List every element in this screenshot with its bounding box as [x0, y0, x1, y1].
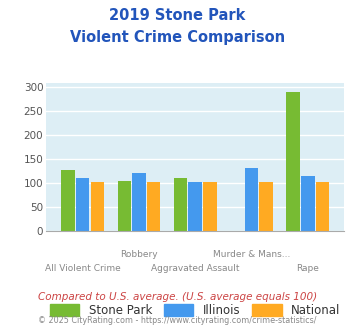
Bar [189, 182, 202, 231]
Bar [118, 181, 131, 231]
Text: Aggravated Assault: Aggravated Assault [151, 264, 240, 273]
Bar [132, 173, 146, 231]
Bar [316, 182, 329, 231]
Bar [260, 182, 273, 231]
Legend: Stone Park, Illinois, National: Stone Park, Illinois, National [45, 299, 345, 322]
Text: Rape: Rape [296, 264, 319, 273]
Bar [174, 178, 187, 231]
Text: Murder & Mans...: Murder & Mans... [213, 250, 290, 259]
Bar [61, 170, 75, 231]
Bar [76, 178, 89, 231]
Text: © 2025 CityRating.com - https://www.cityrating.com/crime-statistics/: © 2025 CityRating.com - https://www.city… [38, 316, 317, 325]
Bar [91, 182, 104, 231]
Text: Violent Crime Comparison: Violent Crime Comparison [70, 30, 285, 45]
Bar [286, 92, 300, 231]
Bar [301, 177, 315, 231]
Bar [203, 182, 217, 231]
Text: Robbery: Robbery [120, 250, 158, 259]
Text: 2019 Stone Park: 2019 Stone Park [109, 8, 246, 23]
Text: Compared to U.S. average. (U.S. average equals 100): Compared to U.S. average. (U.S. average … [38, 292, 317, 302]
Text: All Violent Crime: All Violent Crime [45, 264, 121, 273]
Bar [147, 182, 160, 231]
Bar [245, 168, 258, 231]
